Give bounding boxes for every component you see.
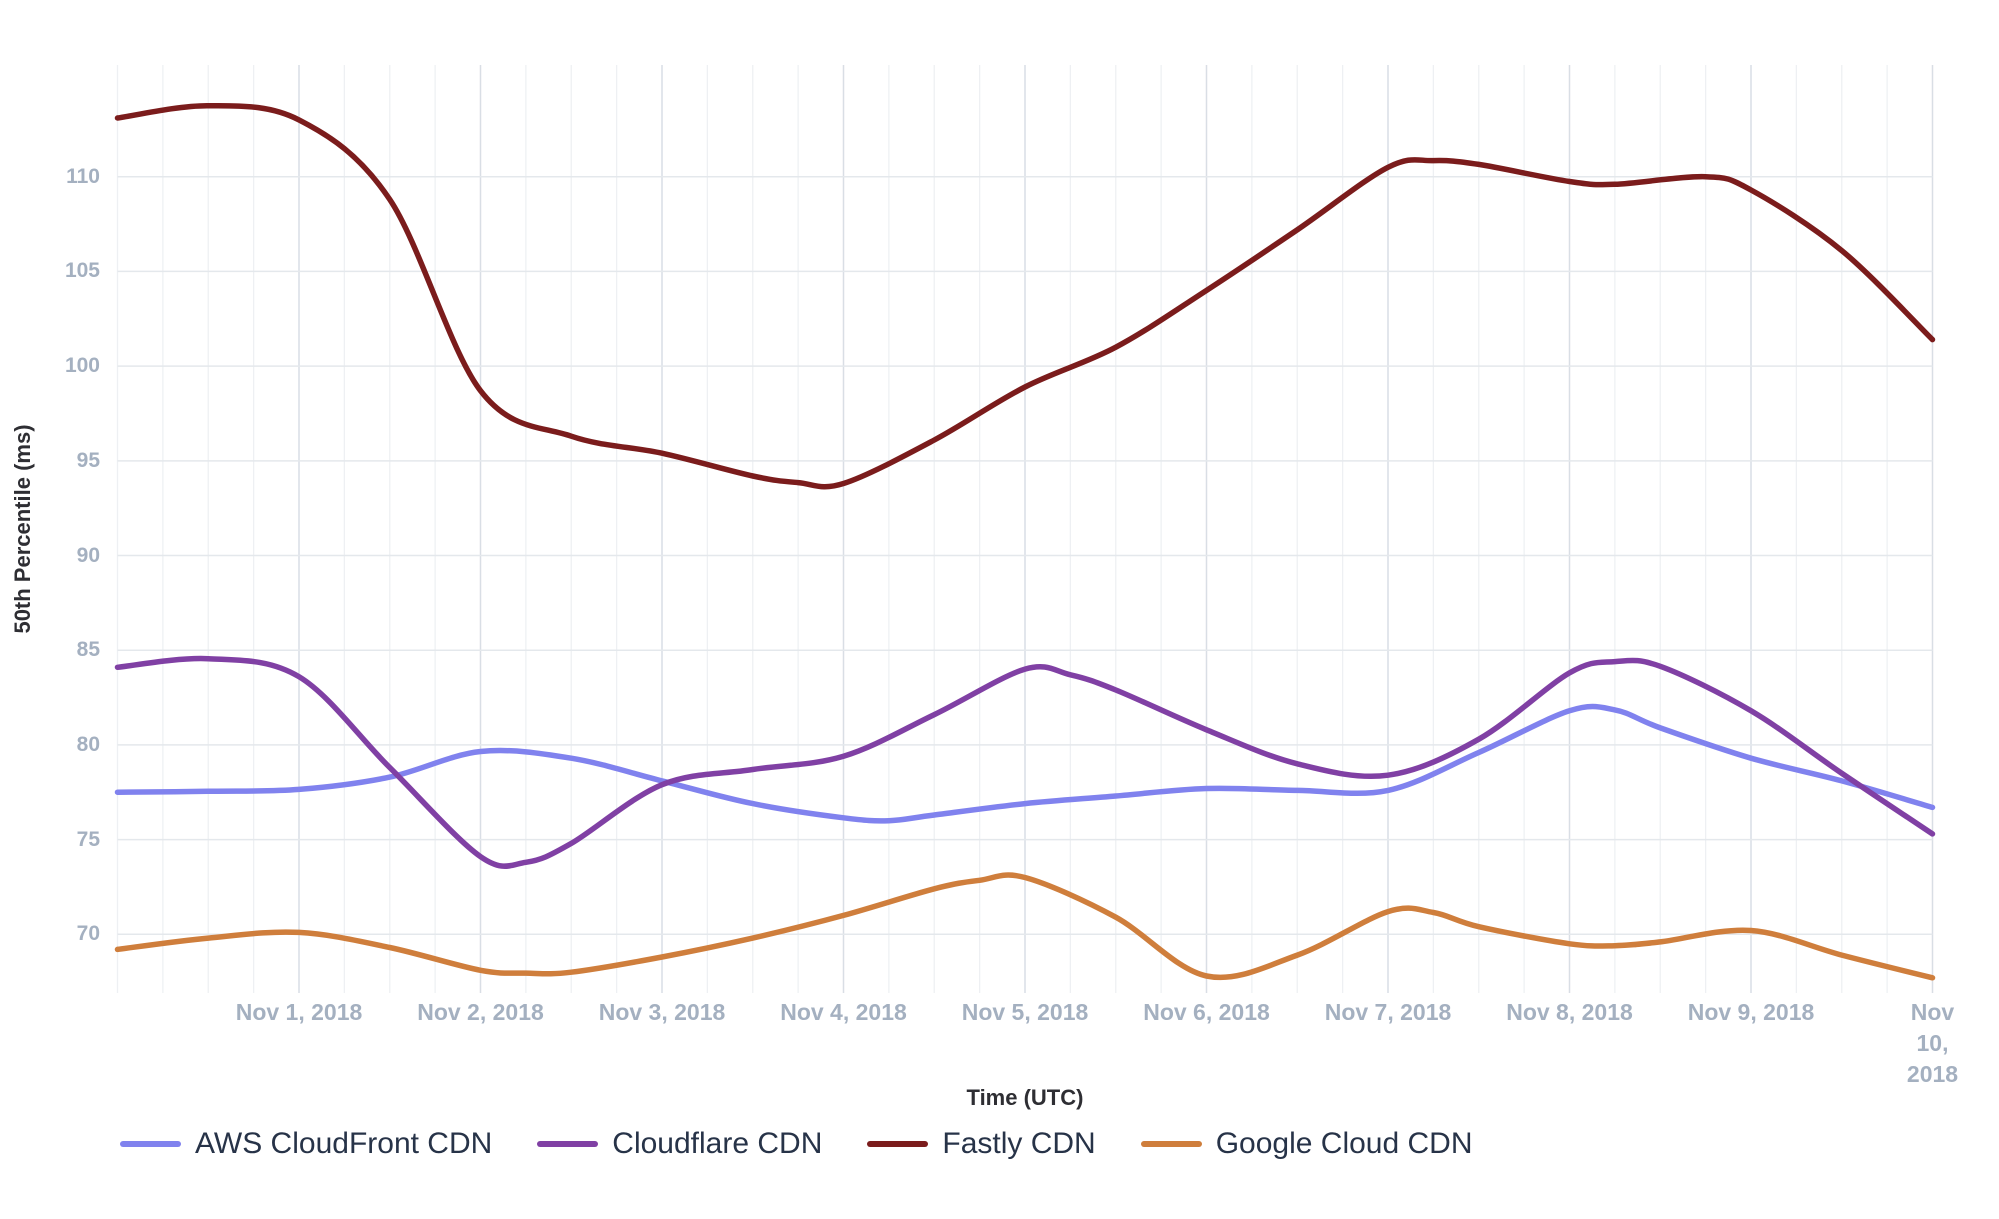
legend-item-fastly-cdn[interactable]: Fastly CDN (867, 1122, 1096, 1166)
x-tick-label: Nov 10, 2018 (1906, 999, 1959, 1087)
legend-item-aws-cloudfront-cdn[interactable]: AWS CloudFront CDN (120, 1122, 492, 1166)
x-tick-label: Nov 2, 2018 (417, 999, 544, 1025)
legend-item-cloudflare-cdn[interactable]: Cloudflare CDN (537, 1122, 822, 1166)
y-tick-label: 75 (76, 827, 100, 851)
series-path-cloudflare-cdn (114, 655, 1936, 869)
legend-swatch (537, 1141, 599, 1147)
x-tick-label: Nov 7, 2018 (1324, 999, 1452, 1025)
y-axis-title: 50th Percentile (ms) (10, 424, 35, 634)
legend-swatch (120, 1141, 181, 1147)
legend-item-label: Google Cloud CDN (1215, 1127, 1473, 1160)
legend-item-label: Fastly CDN (942, 1127, 1096, 1160)
x-tick-label: Nov 3, 2018 (598, 999, 726, 1025)
series-path-fastly-cdn (114, 102, 1936, 490)
legend-item-label: Cloudflare CDN (612, 1127, 823, 1160)
legend-swatch (1140, 1141, 1202, 1147)
x-tick-label: Nov 4, 2018 (780, 999, 907, 1025)
y-tick-label: 110 (66, 164, 100, 188)
y-tick-label: 105 (64, 259, 100, 283)
legend-swatch (867, 1141, 929, 1147)
series-path-aws-cloudfront-cdn (114, 703, 1936, 824)
series-path-google-cloud-cdn (114, 872, 1936, 981)
x-tick-label: Nov 5, 2018 (961, 999, 1089, 1025)
y-tick-label: 95 (76, 448, 100, 472)
x-axis-title: Time (UTC) (966, 1085, 1084, 1110)
y-tick-label: 80 (76, 732, 100, 756)
y-tick-label: 70 (76, 922, 100, 946)
legend-item-google-cloud-cdn[interactable]: Google Cloud CDN (1140, 1122, 1473, 1166)
x-tick-label: Nov 9, 2018 (1687, 999, 1815, 1025)
y-tick-label: 85 (76, 638, 100, 662)
x-tick-label: Nov 1, 2018 (235, 999, 363, 1025)
x-tick-label: Nov 8, 2018 (1506, 999, 1633, 1025)
y-tick-label: 90 (76, 543, 100, 567)
y-tick-label: 100 (64, 354, 100, 378)
legend: AWS CloudFront CDN Cloudflare CDN Fastly C… (120, 1122, 1473, 1166)
x-tick-label: Nov 6, 2018 (1143, 999, 1270, 1025)
legend-item-label: AWS CloudFront CDN (195, 1127, 493, 1160)
